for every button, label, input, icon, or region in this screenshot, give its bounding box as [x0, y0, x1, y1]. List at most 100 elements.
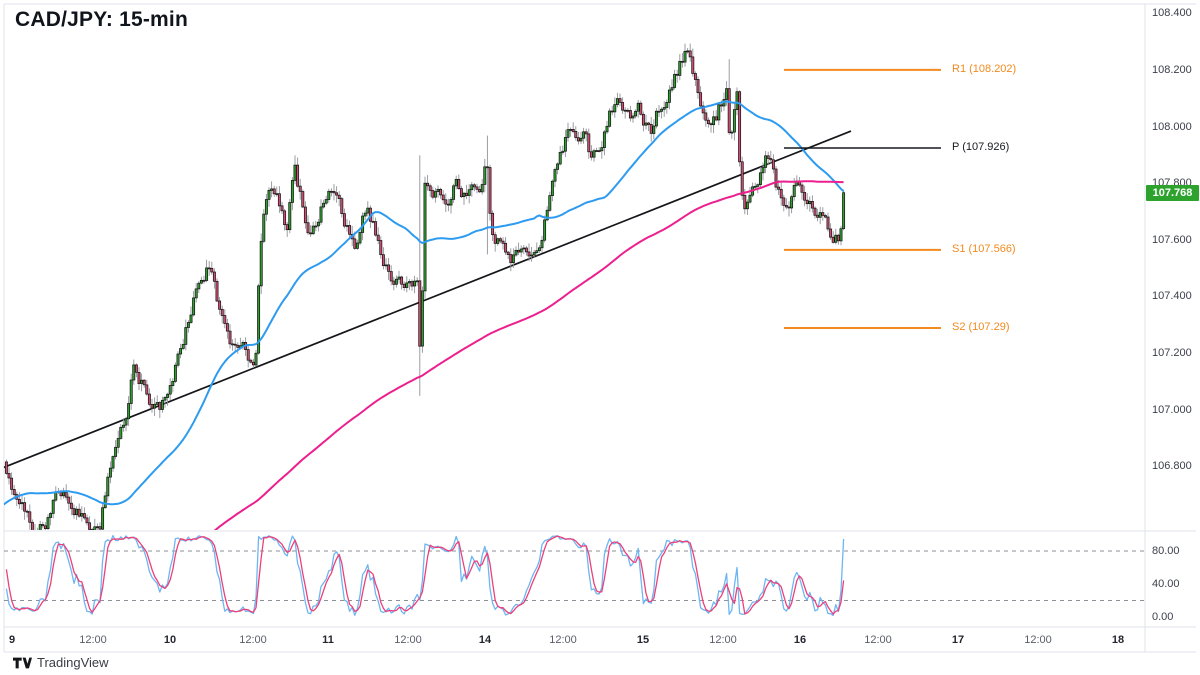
time-tick: 12:00 [394, 634, 422, 646]
candle-up [758, 172, 762, 186]
moving-average-fast[interactable] [1, 100, 845, 506]
candle-up [595, 150, 599, 152]
candle-down [210, 267, 214, 273]
candle-up [75, 508, 79, 516]
candle-up [186, 322, 190, 328]
candle-up [449, 199, 453, 206]
price-tick: 107.600 [1152, 233, 1192, 246]
candle-up [834, 234, 838, 243]
candle-down [618, 98, 622, 103]
candle-up [140, 379, 144, 384]
candle-up [566, 129, 570, 138]
candle-up [184, 327, 188, 345]
time-tick: 11 [322, 634, 334, 646]
candle-down [704, 112, 708, 121]
candle-down [680, 60, 684, 63]
candle-down [202, 279, 206, 282]
candle-up [394, 278, 398, 285]
candle-down [85, 517, 89, 524]
candle-down [306, 222, 310, 234]
candle-down [501, 240, 505, 244]
candle-down [706, 119, 710, 125]
candle-down [491, 212, 495, 236]
time-tick: 16 [793, 634, 807, 646]
candle-down [621, 102, 625, 111]
candle-up [62, 491, 66, 497]
candle-down [298, 185, 302, 192]
candle-up [311, 225, 315, 235]
candle-up [543, 219, 547, 241]
indicator-tick: 80.00 [1152, 544, 1180, 557]
candle-down [457, 179, 461, 190]
candle-up [124, 418, 128, 426]
candle-down [691, 56, 695, 74]
candle-up [205, 267, 209, 281]
current-price-badge: 107.768 [1146, 184, 1199, 201]
price-tick: 108.400 [1152, 7, 1192, 20]
candle-down [218, 300, 222, 310]
candle-up [49, 513, 53, 518]
pivot-label-p: P (107.926) [952, 141, 1010, 153]
candle-down [441, 194, 445, 201]
time-tick: 12:00 [709, 634, 737, 646]
time-tick: 12:00 [239, 634, 267, 646]
tradingview-logo[interactable]: TradingView [13, 655, 109, 670]
candle-down [446, 203, 450, 206]
rising-trendline[interactable] [0, 130, 852, 469]
candle-down [25, 510, 29, 513]
candle-down [493, 234, 497, 244]
candle-up [168, 385, 172, 395]
candle-down [223, 315, 227, 324]
candle-down [589, 151, 593, 158]
candle-up [792, 184, 796, 198]
candle-up [290, 180, 294, 203]
candle-down [831, 236, 835, 243]
candle-up [550, 180, 554, 196]
candle-down [374, 221, 378, 236]
candle-up [264, 199, 268, 215]
candle-up [592, 150, 596, 158]
candle-down [498, 238, 502, 242]
candle-up [192, 297, 196, 316]
candle-down [836, 234, 840, 242]
candle-up [613, 104, 617, 113]
candle-up [121, 424, 125, 428]
candle-down [371, 220, 375, 223]
candle-down [743, 194, 747, 210]
candle-up [480, 184, 484, 193]
candle-up [363, 212, 367, 217]
stochastic-k-line[interactable] [5, 534, 845, 617]
candle-down [309, 232, 313, 235]
moving-average-slow[interactable] [97, 180, 844, 612]
time-tick: 15 [636, 634, 650, 646]
candle-down [212, 271, 216, 282]
candle-up [670, 87, 674, 91]
candle-up [101, 507, 105, 530]
candle-down [431, 190, 435, 198]
candle-up [257, 285, 261, 354]
candle-down [231, 343, 235, 346]
candle-down [4, 461, 8, 474]
candle-down [823, 215, 827, 218]
candle-down [517, 249, 521, 253]
candle-down [810, 201, 814, 209]
candle-down [7, 473, 11, 479]
candle-up [545, 209, 549, 221]
candle-up [712, 116, 716, 126]
candle-down [465, 192, 469, 196]
time-tick: 10 [163, 634, 177, 646]
candle-up [808, 201, 812, 205]
candle-down [571, 129, 575, 132]
candle-up [530, 254, 534, 257]
candle-down [88, 522, 92, 530]
stochastic-d-line[interactable] [5, 535, 845, 615]
candle-down [649, 124, 653, 134]
candle-down [134, 364, 138, 373]
candle-up [730, 131, 734, 134]
candle-up [116, 438, 120, 448]
candle-up [293, 164, 297, 181]
candle-down [69, 502, 73, 509]
candle-up [106, 476, 110, 497]
candle-up [407, 281, 411, 284]
